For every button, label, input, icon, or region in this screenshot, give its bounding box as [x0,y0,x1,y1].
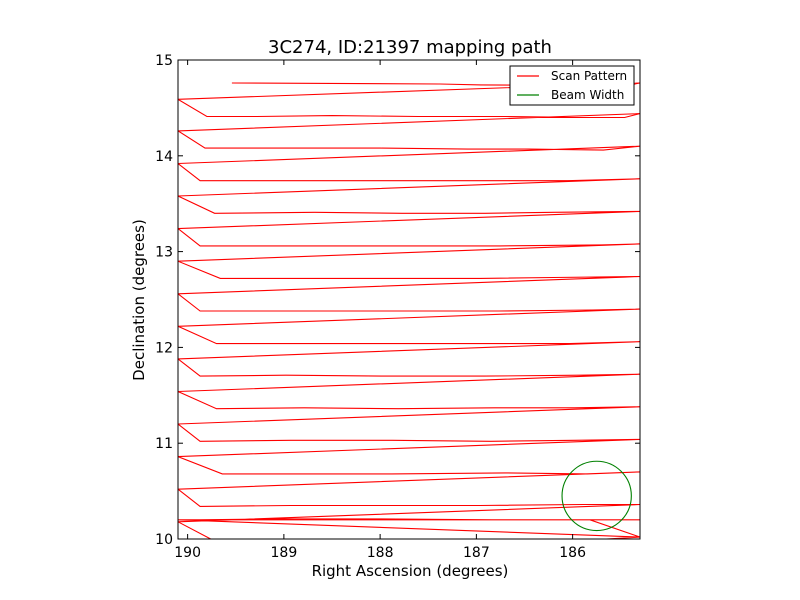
y-tick-label: 10 [155,532,173,548]
x-axis-label: Right Ascension (degrees) [312,562,509,580]
scan-pattern-line [178,82,640,539]
legend: Scan Pattern Beam Width [509,65,635,106]
y-tick-label: 12 [155,340,173,356]
beam-width-circle [561,460,632,532]
x-tick-label: 187 [463,545,490,561]
x-tick-label: 190 [174,545,201,561]
plot-frame [177,59,641,540]
legend-box [509,65,635,106]
plot-area: 190 189 188 187 186 10 11 12 13 14 15 [155,53,641,561]
y-tick-label: 15 [155,53,173,69]
y-tick-label: 11 [155,436,173,452]
tick-layer: 190 189 188 187 186 10 11 12 13 14 15 [155,53,640,561]
chart-title: 3C274, ID:21397 mapping path [268,37,552,58]
series-layer [178,82,640,539]
legend-label-scan-pattern: Scan Pattern [551,69,627,83]
legend-label-beam-width: Beam Width [551,88,624,102]
x-tick-label: 188 [367,545,394,561]
x-tick-label: 186 [559,545,586,561]
x-tick-label: 189 [271,545,298,561]
y-axis-label: Declination (degrees) [130,219,148,381]
y-tick-label: 13 [155,245,173,261]
y-tick-label: 14 [155,149,173,165]
plot-background [178,60,640,539]
